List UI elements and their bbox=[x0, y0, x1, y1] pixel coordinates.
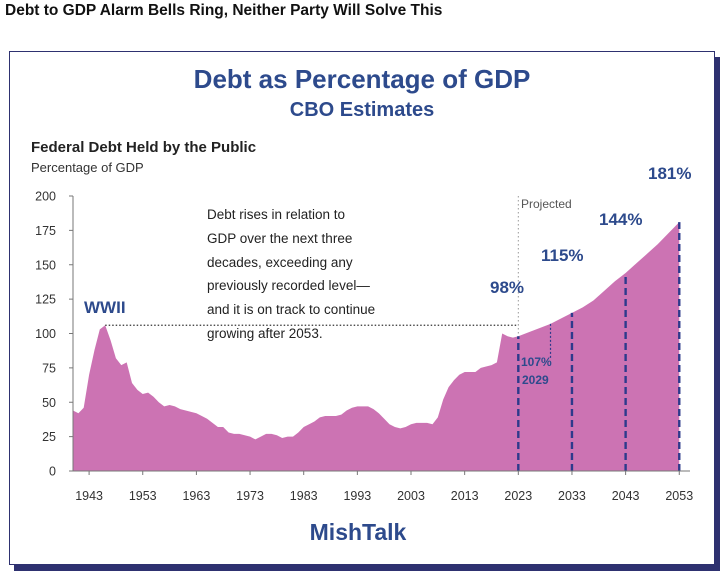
callout-181: 181% bbox=[648, 164, 691, 183]
x-tick-label: 1963 bbox=[182, 489, 210, 503]
annotation-line: and it is on track to continue bbox=[207, 302, 375, 317]
x-tick-label: 1993 bbox=[343, 489, 371, 503]
mishtalk-watermark: MishTalk bbox=[310, 519, 407, 545]
y-tick-label: 200 bbox=[35, 190, 56, 204]
x-tick-label: 2013 bbox=[451, 489, 479, 503]
x-tick-label: 2043 bbox=[612, 489, 640, 503]
annotation-line: GDP over the next three bbox=[207, 231, 352, 246]
annotation-line: growing after 2053. bbox=[207, 326, 323, 341]
x-tick-label: 2033 bbox=[558, 489, 586, 503]
y-tick-label: 50 bbox=[42, 396, 56, 410]
x-tick-label: 1943 bbox=[75, 489, 103, 503]
x-tick-label: 2003 bbox=[397, 489, 425, 503]
x-tick-label: 2053 bbox=[665, 489, 693, 503]
callout-98: 98% bbox=[490, 278, 524, 297]
y-tick-label: 125 bbox=[35, 293, 56, 307]
x-tick-label: 1973 bbox=[236, 489, 264, 503]
projected-label: Projected bbox=[521, 197, 572, 211]
y-tick-label: 0 bbox=[49, 465, 56, 479]
y-tick-label: 150 bbox=[35, 258, 56, 272]
y-tick-label: 175 bbox=[35, 224, 56, 238]
chart-section-title: Federal Debt Held by the Public bbox=[31, 139, 256, 156]
y-axis-label: Percentage of GDP bbox=[31, 160, 144, 175]
chart-subtitle: CBO Estimates bbox=[290, 99, 435, 121]
marker-2029-value: 107% bbox=[521, 355, 552, 369]
callout-115: 115% bbox=[541, 246, 584, 265]
y-tick-label: 75 bbox=[42, 361, 56, 375]
callout-labels: 98% 115% 144% 181% bbox=[490, 164, 691, 297]
annotation: Debt rises in relation to GDP over the n… bbox=[207, 207, 375, 341]
y-tick-label: 100 bbox=[35, 327, 56, 341]
callout-144: 144% bbox=[599, 210, 642, 229]
annotation-line: previously recorded level— bbox=[207, 278, 370, 293]
page-headline: Debt to GDP Alarm Bells Ring, Neither Pa… bbox=[5, 2, 443, 19]
plot-area: 0 25 50 75 100 125 150 175 200 1943 1953 1963 1973 19… bbox=[35, 190, 693, 504]
debt-area bbox=[73, 222, 680, 471]
y-tick-label: 25 bbox=[42, 430, 56, 444]
x-tick-label: 1983 bbox=[290, 489, 318, 503]
x-tick-label: 1953 bbox=[129, 489, 157, 503]
annotation-line: decades, exceeding any bbox=[207, 255, 353, 270]
marker-2029-year: 2029 bbox=[522, 373, 549, 387]
x-tick-label: 2023 bbox=[504, 489, 532, 503]
annotation-line: Debt rises in relation to bbox=[207, 207, 345, 222]
chart-main-title: Debt as Percentage of GDP bbox=[194, 64, 531, 94]
wwii-label: WWII bbox=[84, 298, 126, 317]
